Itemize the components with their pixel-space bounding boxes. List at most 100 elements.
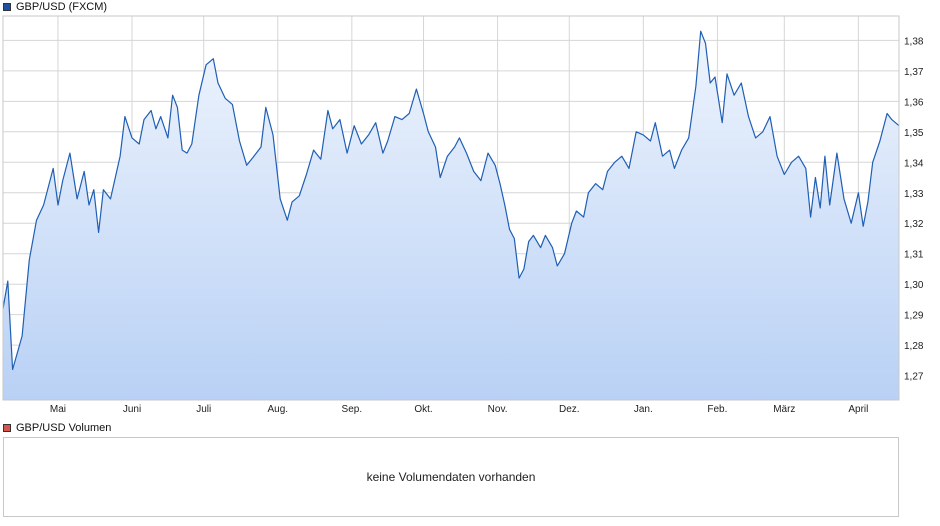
price-point — [643, 134, 644, 135]
price-point — [509, 229, 510, 230]
price-point — [313, 149, 314, 150]
price-point — [361, 143, 362, 144]
price-point — [655, 122, 656, 123]
x-tick-label: Mai — [50, 404, 66, 415]
price-point — [182, 149, 183, 150]
price-point — [93, 189, 94, 190]
price-point — [662, 156, 663, 157]
price-point — [843, 198, 844, 199]
volume-legend-label: GBP/USD Volumen — [16, 422, 112, 434]
price-point — [155, 128, 156, 129]
x-tick-label: Feb. — [707, 404, 727, 415]
y-tick-label: 1,34 — [904, 158, 924, 169]
price-point — [858, 192, 859, 193]
price-point — [292, 201, 293, 202]
price-point — [879, 140, 880, 141]
price-point — [103, 189, 104, 190]
price-point — [401, 119, 402, 120]
price-point — [571, 223, 572, 224]
price-point — [131, 137, 132, 138]
price-point — [824, 156, 825, 157]
price-point — [836, 153, 837, 154]
x-tick-label: April — [848, 404, 868, 415]
price-point — [119, 156, 120, 157]
price-point — [523, 268, 524, 269]
price-point — [602, 189, 603, 190]
price-point — [518, 277, 519, 278]
price-point — [700, 31, 701, 32]
price-point — [454, 146, 455, 147]
x-tick-label: Jan. — [634, 404, 653, 415]
price-point — [84, 171, 85, 172]
y-tick-label: 1,31 — [904, 250, 924, 261]
price-point — [346, 153, 347, 154]
price-point — [382, 153, 383, 154]
price-point — [191, 143, 192, 144]
price-legend-label: GBP/USD (FXCM) — [16, 1, 108, 13]
price-point — [552, 247, 553, 248]
price-point — [784, 174, 785, 175]
price-point — [36, 220, 37, 221]
price-point — [583, 217, 584, 218]
price-point — [435, 146, 436, 147]
price-point — [265, 107, 266, 108]
price-point — [320, 159, 321, 160]
price-point — [332, 128, 333, 129]
x-tick-label: Dez. — [559, 404, 580, 415]
y-tick-label: 1,32 — [904, 219, 924, 230]
price-point — [714, 76, 715, 77]
price-point — [110, 198, 111, 199]
price-point — [339, 119, 340, 120]
price-point — [260, 146, 261, 147]
price-point — [375, 122, 376, 123]
price-point — [540, 247, 541, 248]
price-point — [246, 165, 247, 166]
y-tick-label: 1,37 — [904, 67, 924, 78]
price-point — [387, 140, 388, 141]
price-point — [495, 165, 496, 166]
price-point — [29, 259, 30, 260]
price-point — [867, 201, 868, 202]
price-point — [98, 232, 99, 233]
x-tick-label: Okt. — [414, 404, 432, 415]
price-point — [710, 82, 711, 83]
price-point — [57, 204, 58, 205]
y-tick-label: 1,36 — [904, 97, 924, 108]
price-point — [748, 116, 749, 117]
price-point — [409, 113, 410, 114]
price-point — [674, 168, 675, 169]
y-tick-label: 1,29 — [904, 311, 924, 322]
price-point — [428, 131, 429, 132]
price-point — [564, 253, 565, 254]
volume-legend-swatch — [3, 424, 11, 432]
price-point — [810, 217, 811, 218]
price-point — [891, 119, 892, 120]
volume-legend: GBP/USD Volumen — [3, 421, 111, 435]
price-point — [466, 153, 467, 154]
price-point — [280, 198, 281, 199]
price-point — [722, 122, 723, 123]
price-point — [762, 131, 763, 132]
price-point — [769, 116, 770, 117]
price-point — [394, 116, 395, 117]
volume-empty-message: keine Volumendaten vorhanden — [366, 470, 536, 484]
plot-border — [2, 15, 900, 401]
price-point — [588, 192, 589, 193]
price-point — [681, 149, 682, 150]
price-point — [669, 149, 670, 150]
y-tick-label: 1,35 — [904, 128, 924, 139]
price-point — [499, 183, 500, 184]
price-point — [459, 137, 460, 138]
price-point — [820, 207, 821, 208]
price-point — [755, 137, 756, 138]
price-point — [480, 180, 481, 181]
price-point — [177, 107, 178, 108]
price-point — [76, 198, 77, 199]
price-point — [186, 153, 187, 154]
price-point — [886, 113, 887, 114]
y-tick-label: 1,30 — [904, 280, 924, 291]
x-tick-label: Nov. — [488, 404, 508, 415]
price-point — [504, 204, 505, 205]
price-point — [741, 82, 742, 83]
price-point — [621, 156, 622, 157]
